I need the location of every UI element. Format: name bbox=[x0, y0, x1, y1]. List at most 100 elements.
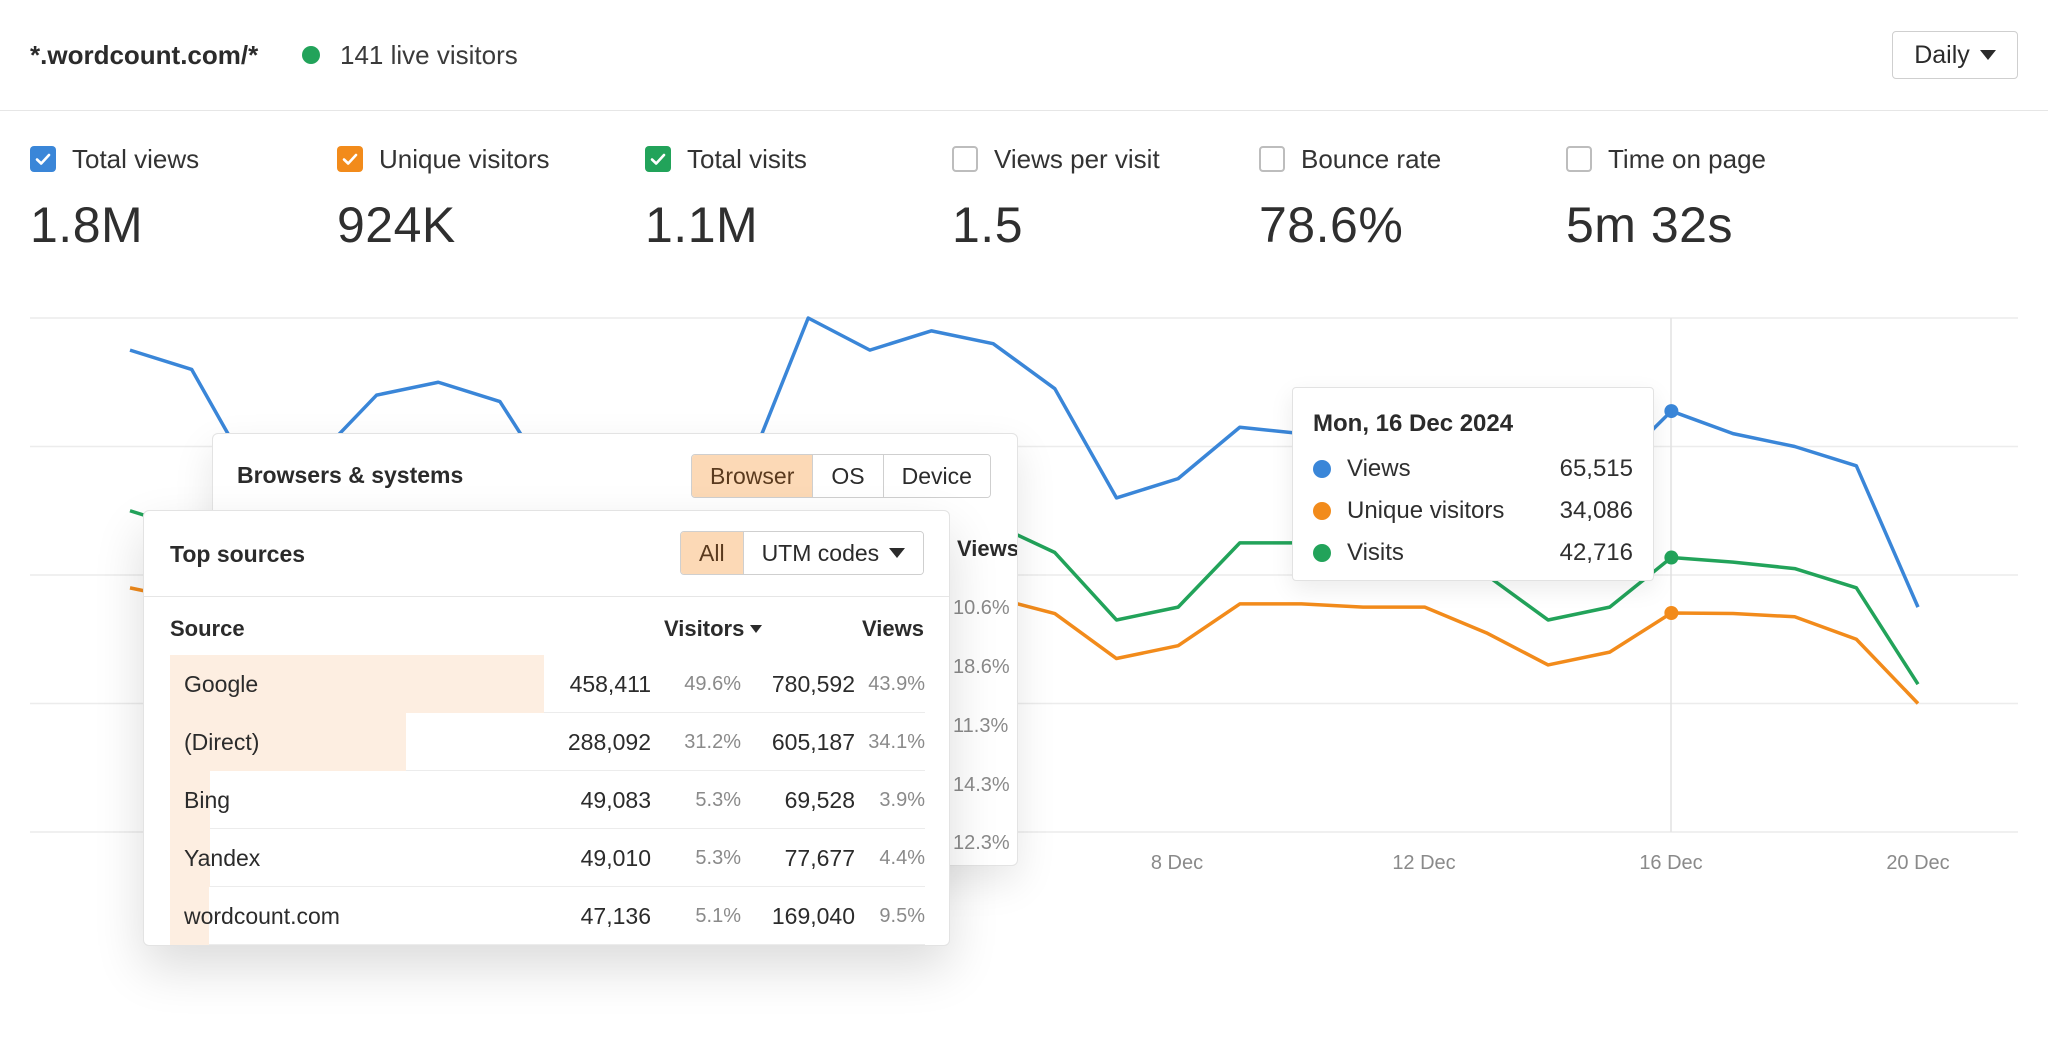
visitors-value: 288,092 bbox=[567, 729, 651, 755]
source-name: (Direct) bbox=[184, 729, 260, 755]
sources-tab-group: All UTM codes bbox=[680, 531, 925, 575]
tab-all[interactable]: All bbox=[681, 532, 743, 574]
panel-title: Top sources bbox=[170, 541, 306, 567]
checkbox-checked-icon[interactable] bbox=[337, 146, 363, 172]
metric-bounce-rate[interactable]: Bounce rate 78.6% bbox=[1259, 144, 1559, 254]
chart-hover-markers bbox=[1664, 404, 1679, 620]
tooltip-series-value: 65,515 bbox=[1559, 455, 1633, 482]
checkbox-checked-icon[interactable] bbox=[30, 146, 56, 172]
visitors-pct: 31.2% bbox=[684, 731, 741, 753]
tooltip-series-name: Unique visitors bbox=[1347, 497, 1505, 524]
live-visitors-count: 141 live visitors bbox=[340, 40, 518, 70]
site-filter-label[interactable]: *.wordcount.com/* bbox=[30, 40, 259, 70]
checkbox-checked-icon[interactable] bbox=[645, 146, 671, 172]
metric-time-on-page[interactable]: Time on page 5m 32s bbox=[1566, 144, 1866, 254]
checkbox-empty-icon[interactable] bbox=[1259, 146, 1285, 172]
tooltip-row-unique-visitors: Unique visitors 34,086 bbox=[1313, 490, 1633, 532]
source-name: Bing bbox=[184, 787, 231, 813]
row-pct: 10.6% bbox=[953, 597, 1010, 619]
table-row[interactable]: wordcount.com 47,136 5.1% 169,040 9.5% bbox=[170, 887, 925, 945]
interval-label: Daily bbox=[1914, 40, 1970, 69]
views-value: 77,677 bbox=[784, 845, 855, 871]
table-row[interactable]: (Direct) 288,092 31.2% 605,187 34.1% bbox=[170, 713, 925, 771]
table-row[interactable]: Google 458,411 49.6% 780,592 43.9% bbox=[170, 655, 925, 713]
column-header-views[interactable]: Views bbox=[862, 616, 924, 641]
table-row[interactable]: Yandex 49,010 5.3% 77,677 4.4% bbox=[170, 829, 925, 887]
visitors-pct: 5.3% bbox=[695, 789, 741, 811]
views-value: 169,040 bbox=[771, 903, 855, 929]
views-value: 780,592 bbox=[771, 671, 855, 697]
x-tick-label: 20 Dec bbox=[1886, 852, 1950, 874]
header-divider bbox=[144, 596, 949, 597]
panel-title: Browsers & systems bbox=[237, 462, 464, 488]
tab-os[interactable]: OS bbox=[812, 455, 883, 497]
views-pct: 4.4% bbox=[879, 847, 925, 869]
views-legend-dot-icon bbox=[1313, 460, 1331, 478]
metric-label: Views per visit bbox=[994, 143, 1160, 174]
metric-total-visits[interactable]: Total visits 1.1M bbox=[645, 144, 945, 254]
hover-point bbox=[1664, 605, 1679, 620]
checkbox-empty-icon[interactable] bbox=[1566, 146, 1592, 172]
visitors-value: 458,411 bbox=[569, 671, 651, 697]
caret-down-icon bbox=[889, 548, 906, 558]
chart-tooltip: Mon, 16 Dec 2024 Views 65,515 Unique vis… bbox=[1292, 387, 1654, 581]
x-tick-label: 8 Dec bbox=[1150, 852, 1204, 874]
tooltip-series-name: Views bbox=[1347, 455, 1411, 482]
visitors-value: 49,010 bbox=[580, 845, 651, 871]
tooltip-row-visits: Visits 42,716 bbox=[1313, 532, 1633, 574]
metric-value: 1.5 bbox=[952, 197, 1024, 253]
source-name: wordcount.com bbox=[184, 903, 340, 929]
views-value: 605,187 bbox=[771, 729, 855, 755]
interval-dropdown[interactable]: Daily bbox=[1892, 31, 2018, 79]
x-tick-label: 12 Dec bbox=[1392, 852, 1456, 874]
column-header-source: Source bbox=[170, 616, 245, 641]
hover-point bbox=[1664, 550, 1679, 565]
share-bar bbox=[170, 771, 210, 829]
tooltip-series-value: 42,716 bbox=[1559, 539, 1633, 566]
views-value: 69,528 bbox=[784, 787, 855, 813]
share-bar bbox=[170, 829, 210, 887]
visitors-value: 49,083 bbox=[580, 787, 651, 813]
tooltip-series-value: 34,086 bbox=[1559, 497, 1633, 524]
tab-browser[interactable]: Browser bbox=[692, 455, 813, 497]
metric-value: 1.1M bbox=[645, 197, 759, 253]
column-header-visitors[interactable]: Visitors bbox=[664, 616, 763, 642]
metric-value: 5m 32s bbox=[1566, 197, 1733, 253]
tab-utm-codes[interactable]: UTM codes bbox=[742, 532, 924, 574]
column-header-views[interactable]: Views bbox=[957, 536, 1018, 561]
caret-down-icon bbox=[1979, 50, 1996, 60]
tab-device[interactable]: Device bbox=[882, 455, 990, 497]
visits-legend-dot-icon bbox=[1313, 544, 1331, 562]
sort-desc-icon bbox=[750, 625, 763, 633]
visitors-pct: 5.1% bbox=[695, 905, 741, 927]
source-name: Yandex bbox=[184, 845, 261, 871]
unique-visitors-legend-dot-icon bbox=[1313, 502, 1331, 520]
metric-total-views[interactable]: Total views 1.8M bbox=[30, 144, 330, 254]
source-name: Google bbox=[184, 671, 259, 697]
tooltip-series-name: Visits bbox=[1347, 539, 1404, 566]
row-pct: 18.6% bbox=[953, 656, 1010, 678]
metric-label: Unique visitors bbox=[379, 143, 550, 174]
share-bar bbox=[170, 887, 209, 945]
x-tick-label: 16 Dec bbox=[1639, 852, 1703, 874]
metric-label: Bounce rate bbox=[1301, 143, 1442, 174]
metric-unique-visitors[interactable]: Unique visitors 924K bbox=[337, 144, 637, 254]
metric-value: 924K bbox=[337, 197, 456, 253]
share-bar bbox=[170, 713, 406, 771]
metric-views-per-visit[interactable]: Views per visit 1.5 bbox=[952, 144, 1252, 254]
browsers-tab-group: Browser OS Device bbox=[691, 454, 991, 498]
views-pct: 3.9% bbox=[879, 789, 925, 811]
checkbox-empty-icon[interactable] bbox=[952, 146, 978, 172]
metric-value: 1.8M bbox=[30, 197, 144, 253]
visitors-pct: 5.3% bbox=[695, 847, 741, 869]
top-bar: *.wordcount.com/* 141 live visitors Dail… bbox=[0, 0, 2048, 111]
table-row[interactable]: Bing 49,083 5.3% 69,528 3.9% bbox=[170, 771, 925, 829]
row-pct: 12.3% bbox=[953, 832, 1010, 854]
top-sources-panel: Top sources All UTM codes Source Visitor… bbox=[143, 510, 950, 946]
metric-label: Time on page bbox=[1608, 143, 1767, 174]
metric-label: Total views bbox=[72, 143, 200, 174]
tab-label: UTM codes bbox=[761, 539, 880, 566]
share-bar bbox=[170, 655, 545, 713]
views-pct: 9.5% bbox=[879, 905, 925, 927]
live-status-dot bbox=[302, 46, 320, 64]
